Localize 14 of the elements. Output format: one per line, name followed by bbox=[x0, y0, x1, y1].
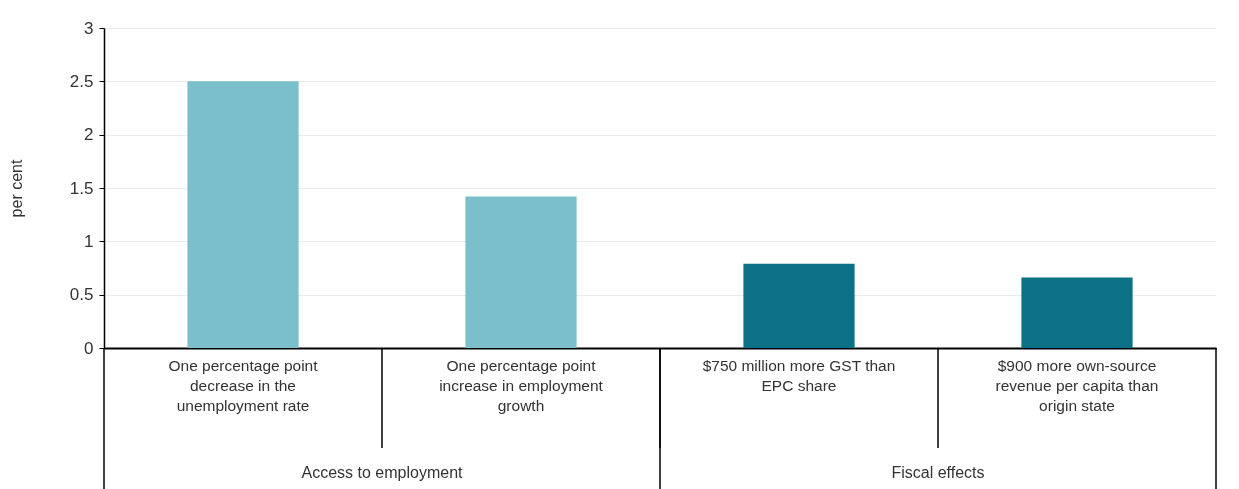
y-tick-label: 1.5 bbox=[69, 178, 94, 198]
y-tick-label: 3 bbox=[84, 18, 94, 38]
x-tick-label: $900 more own-source revenue per capita than origin state bbox=[995, 356, 1159, 414]
text: Access to employment bbox=[301, 464, 464, 481]
x-tick-label: One percentage point increase in employment growth bbox=[439, 356, 604, 414]
y-tick-label: 0 bbox=[84, 338, 94, 358]
y-tick-label: 0.5 bbox=[69, 285, 94, 305]
x-tick-label: $750 million more GST than EPC share bbox=[702, 356, 896, 394]
text: Fiscal effects bbox=[891, 464, 985, 481]
y-axis-title: per cent bbox=[7, 159, 25, 218]
y-tick-label: 2 bbox=[84, 125, 94, 145]
y-tick-label: 2.5 bbox=[69, 71, 94, 91]
y-tick-label: 1 bbox=[84, 231, 94, 251]
x-tick-label: One percentage point decrease in the unemployment rate bbox=[168, 356, 319, 414]
